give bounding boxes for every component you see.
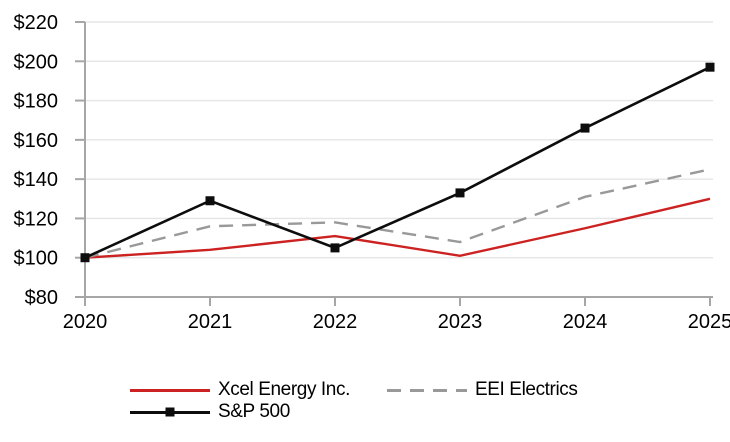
y-tick-label: $140 <box>14 169 59 191</box>
data-point-marker-s-p-500 <box>80 253 90 263</box>
legend-swatch-gray-dashed-line-icon <box>387 388 467 392</box>
legend-item-xcel-energy-inc: Xcel Energy Inc. <box>130 379 387 401</box>
series-layer <box>80 62 715 263</box>
x-tick-label: 2021 <box>188 311 233 333</box>
y-tick-label: $160 <box>14 130 59 152</box>
data-point-marker-s-p-500 <box>580 123 590 133</box>
legend-item-eei-electrics: EEI Electrics <box>387 379 578 401</box>
series-line-s-p-500 <box>84 66 711 259</box>
y-tick-label: $100 <box>14 248 59 270</box>
series-line-xcel-energy-inc <box>84 197 711 259</box>
data-point-marker-s-p-500 <box>205 196 215 206</box>
legend-label-eei-electrics: EEI Electrics <box>475 379 578 400</box>
x-tick-label: 2022 <box>313 311 358 333</box>
y-tick-label: $80 <box>25 287 58 309</box>
data-point-marker-s-p-500 <box>330 243 340 253</box>
x-tick-label: 2025 <box>688 311 730 333</box>
data-point-marker-s-p-500 <box>705 62 715 72</box>
legend-swatch-red-solid-line-icon <box>130 388 210 392</box>
y-tick-label: $220 <box>14 12 59 34</box>
x-tick-label: 2020 <box>63 311 108 333</box>
legend-item-sp-500: S&P 500 <box>130 401 387 423</box>
gridlines-layer <box>85 21 713 259</box>
y-tick-label: $200 <box>14 51 59 73</box>
x-tick-label: 2024 <box>563 311 608 333</box>
axes-layer <box>75 21 713 306</box>
legend-square-marker-icon <box>165 407 175 417</box>
chart-legend: Xcel Energy Inc. EEI Electrics S&P 500 <box>130 379 578 423</box>
y-tick-label: $120 <box>14 208 59 230</box>
x-tick-label: 2023 <box>438 311 483 333</box>
series-line-eei-electrics <box>84 168 711 259</box>
y-tick-label: $180 <box>14 91 59 113</box>
legend-label-sp-500: S&P 500 <box>218 401 290 422</box>
legend-swatch-black-line-square-marker-icon <box>130 407 210 417</box>
data-point-marker-s-p-500 <box>455 188 465 198</box>
legend-label-xcel-energy-inc: Xcel Energy Inc. <box>218 379 350 400</box>
